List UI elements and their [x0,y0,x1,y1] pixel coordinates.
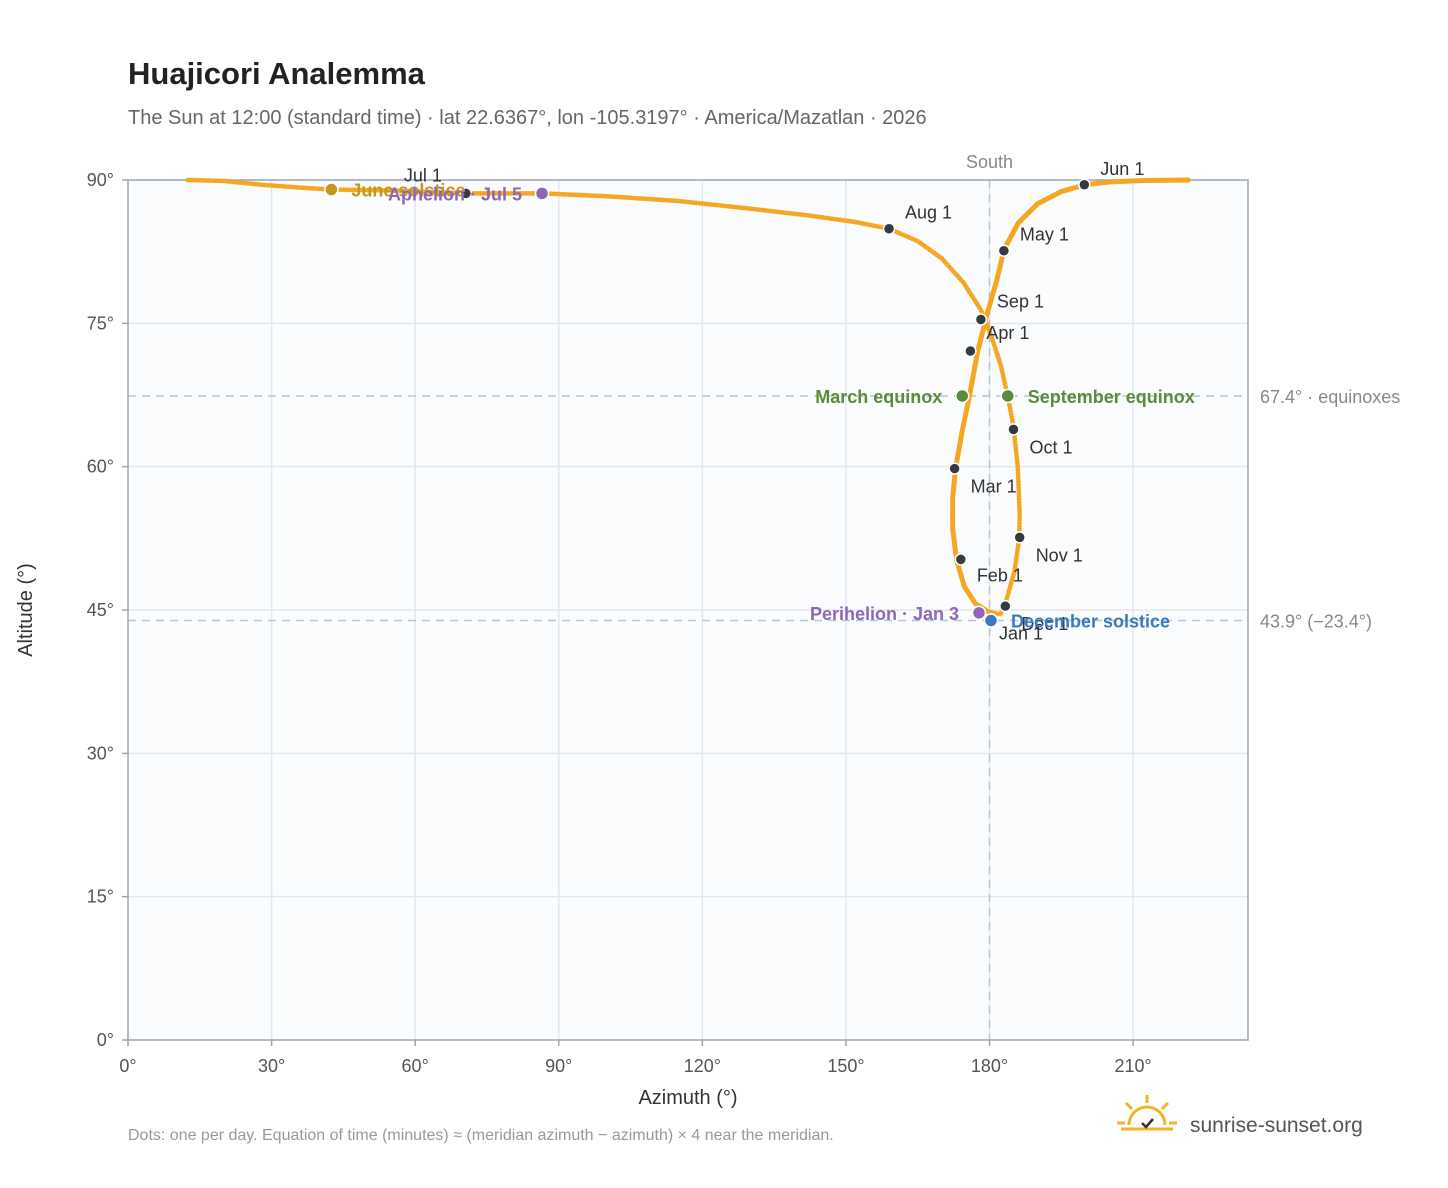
month-marker [974,313,988,326]
event-label: September equinox [1028,387,1195,407]
x-tick-label: 150° [827,1056,864,1076]
event-label: December solstice [1011,612,1170,632]
y-tick-label: 30° [87,743,114,763]
chart-title: Huajicori Analemma [128,56,426,91]
month-marker [964,344,977,358]
x-tick-label: 210° [1115,1056,1152,1076]
event-marker [324,182,339,197]
plot-area: 67.4° · equinoxes 43.9° (−23.4°) South Ja… [127,152,1400,1041]
x-tick-label: 0° [119,1056,136,1076]
month-markers: Jan 1 Feb 1 Mar 1 Apr 1 May 1 Jun 1 Jul 1 Aug 1… [404,159,1144,644]
y-tick-label: 45° [87,600,114,620]
x-tick-label: 120° [684,1056,721,1076]
day-dot [998,611,1003,617]
month-marker [1013,531,1026,544]
x-tick-label: 180° [971,1056,1008,1076]
brand-name: sunrise-sunset.org [1190,1114,1363,1137]
reference-line-label: 67.4° · equinoxes [1260,387,1400,407]
y-tick-label: 0° [97,1030,114,1050]
day-dot [1185,177,1191,183]
x-axis-ticks: 0° 30° 60° 90° 120° 150° 180° 210° [119,1040,1152,1076]
x-tick-label: 90° [545,1056,572,1076]
x-tick-label: 30° [258,1056,285,1076]
x-tick-label: 60° [402,1056,429,1076]
y-tick-label: 75° [87,313,114,333]
month-marker [997,244,1011,257]
event-label: Aphelion · Jul 5 [388,184,522,204]
month-label: Mar 1 [971,477,1017,497]
meridian-line: South [966,152,1013,1040]
event-label: Perihelion · Jan 3 [810,604,959,624]
month-marker [999,599,1012,613]
month-label: Dec 1 [1021,614,1068,634]
meridian-label: South [966,152,1013,172]
month-label: Feb 1 [977,565,1023,585]
month-label: Apr 1 [986,323,1029,343]
sun-icon [1117,1095,1177,1131]
y-tick-label: 15° [87,887,114,907]
month-label: Jun 1 [1100,159,1144,179]
y-axis-ticks: 0° 15° 30° 45° 60° 75° 90° [87,170,128,1050]
footer-note: Dots: one per day. Equation of time (min… [128,1127,834,1144]
y-axis-label: Altitude (°) [15,563,37,657]
x-axis-label: Azimuth (°) [638,1087,737,1109]
event-marker [983,613,999,628]
event-marker [1000,388,1015,404]
month-label: Jul 1 [404,165,442,185]
month-marker [954,553,968,566]
brand-logo: sunrise-sunset.org [1117,1095,1363,1137]
event-markers: March equinox September equinox June solst… [324,181,1195,632]
event-label: March equinox [815,387,942,407]
month-marker [882,222,896,235]
event-marker [971,605,987,621]
month-marker [459,187,473,200]
reference-lines: 67.4° · equinoxes 43.9° (−23.4°) [128,387,1400,632]
event-label: June solstice [351,181,465,201]
month-label: Oct 1 [1029,437,1072,457]
y-tick-label: 60° [87,457,114,477]
month-label: Sep 1 [997,292,1044,312]
month-marker [1007,423,1020,436]
y-tick-label: 90° [87,170,114,190]
chart-subtitle: The Sun at 12:00 (standard time) · lat 2… [128,107,927,129]
month-label: Nov 1 [1036,545,1083,565]
grid-lines [128,180,1248,1040]
reference-line-label: 43.9° (−23.4°) [1260,612,1372,632]
event-marker [955,388,970,404]
month-marker [1078,178,1091,192]
month-label: May 1 [1020,225,1069,245]
month-marker [948,462,961,475]
event-marker [534,186,550,201]
month-label: Aug 1 [905,203,952,223]
month-label: Jan 1 [999,624,1043,644]
